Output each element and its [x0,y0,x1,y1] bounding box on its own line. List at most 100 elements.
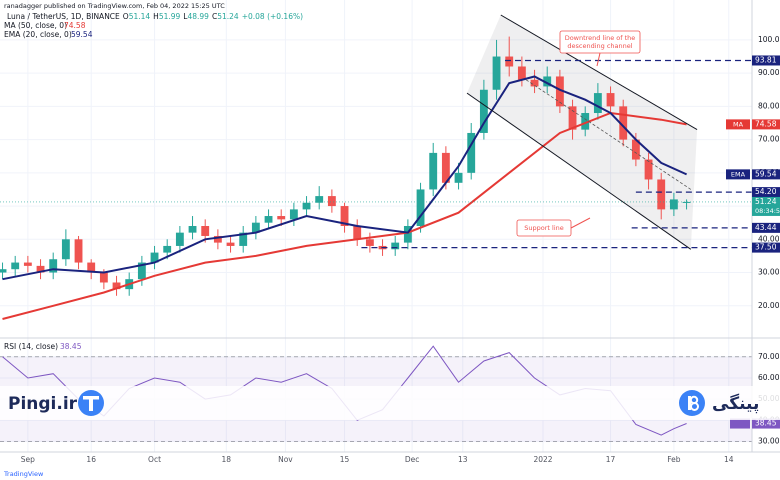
trendline [466,92,692,250]
ohlc-label: C [212,12,217,21]
indicator-badge [752,119,780,130]
last-price-badge [752,196,780,216]
y-tick-label: 100.00 [758,35,780,44]
change: +0.08 (+0.16%) [242,12,303,21]
overlay: Sep 16 Oct 18 Nov 15 Dec 13 2022 17 Feb 14 20.00 30.0… [0,12,780,464]
candle-body [593,93,602,114]
x-tick-label: 17 [606,455,616,464]
candle-body [568,106,577,130]
level-badge [752,242,780,253]
x-tick-label: Sep [21,455,35,464]
candle-body [61,239,70,260]
candle-body [213,235,222,243]
candle-body [340,206,349,227]
candle-body [188,226,197,233]
candle-body [454,172,463,183]
watermark-band [0,386,780,420]
candle-body [467,132,476,173]
y-tick-label: 70.00 [758,352,780,361]
y-tick-label: 20.00 [758,301,780,310]
annotation-arrow [570,217,591,229]
candle-body [175,232,184,246]
level-badge-value: 43.44 [755,223,777,232]
level-badge [752,222,780,233]
candle-body [23,262,32,266]
last-price-value: 51.24 [755,197,777,206]
candle-body [49,259,58,273]
candle-body [682,201,691,203]
indicator-line [2,75,688,281]
candle-body [239,232,248,246]
rsi-badge-value: 38.45 [755,419,777,428]
candle-body [277,216,286,220]
candle-body [163,245,172,253]
indicator-badge-value: 59.54 [755,169,777,178]
candle-body [150,252,159,263]
annotation: Support line [524,224,564,232]
level-badge [752,187,780,198]
trendline [500,14,698,131]
candle-body [555,76,564,107]
candle-body [505,56,514,67]
candle-body [251,222,260,233]
y-tick-label: 30.00 [758,268,780,277]
candle-body [530,79,539,87]
x-tick-label: Feb [667,455,681,464]
ohlc-value: 51.99 [159,12,181,21]
candle-body [315,196,324,203]
candle-body [11,262,20,270]
indicator-badge-value: 74.58 [755,119,777,128]
candle-body [289,209,298,220]
indicator-line [2,111,687,320]
candle-body [99,272,108,283]
candle-body [201,226,210,236]
x-tick-label: 16 [86,455,96,464]
indicator-badge-tag [726,169,750,180]
y-tick-label: 60.00 [758,373,780,382]
countdown: 08:34:5 [755,207,780,215]
candle-body [619,106,628,140]
candle-body [391,242,400,250]
y-tick-label: 30.00 [758,436,780,445]
candle-body [327,196,336,207]
y-tick-label: 80.00 [758,101,780,110]
rsi-badge [752,418,780,429]
candle-body [264,216,273,223]
candle-body [74,239,83,263]
rsi-legend: RSI (14, close) [4,342,58,351]
annotation: descending channel [567,42,632,50]
candle-body [112,282,121,290]
watermark-left: Pingi.ir [8,394,78,414]
level-badge-value: 37.50 [755,243,777,252]
candle-body [657,179,666,210]
candle-body [137,262,146,280]
candle-body [0,269,7,273]
candle-body [429,152,438,190]
indicator-legend-value: 74.58 [64,21,86,30]
level-badge-value: 54.20 [755,187,777,196]
candle-body [365,239,374,246]
indicator-badge [752,169,780,180]
publisher: ranadagger published on TradingView.com,… [4,2,225,10]
rsi-badge-tag [730,418,750,429]
ohlc-label: O [123,12,129,21]
x-tick-label: 2022 [533,455,552,464]
watermark-icon-glyph [89,396,93,411]
ohlc-label: H [153,12,159,21]
y-tick-label: 70.00 [758,135,780,144]
ohlc-value: 48.99 [187,12,209,21]
watermark-right: پینگی [712,393,759,414]
trendline [525,79,692,190]
candle-body [403,226,412,243]
candle-body [479,89,488,133]
watermark-icon-glyph [688,396,691,410]
candle-body [606,93,615,107]
candle-body [669,199,678,210]
candle-body [543,76,552,87]
indicator-legend-value: 59.54 [71,30,93,39]
y-tick-label: 90.00 [758,68,780,77]
candle-body [517,66,526,80]
candle-body [302,202,311,210]
ohlc-value: 51.14 [129,12,151,21]
